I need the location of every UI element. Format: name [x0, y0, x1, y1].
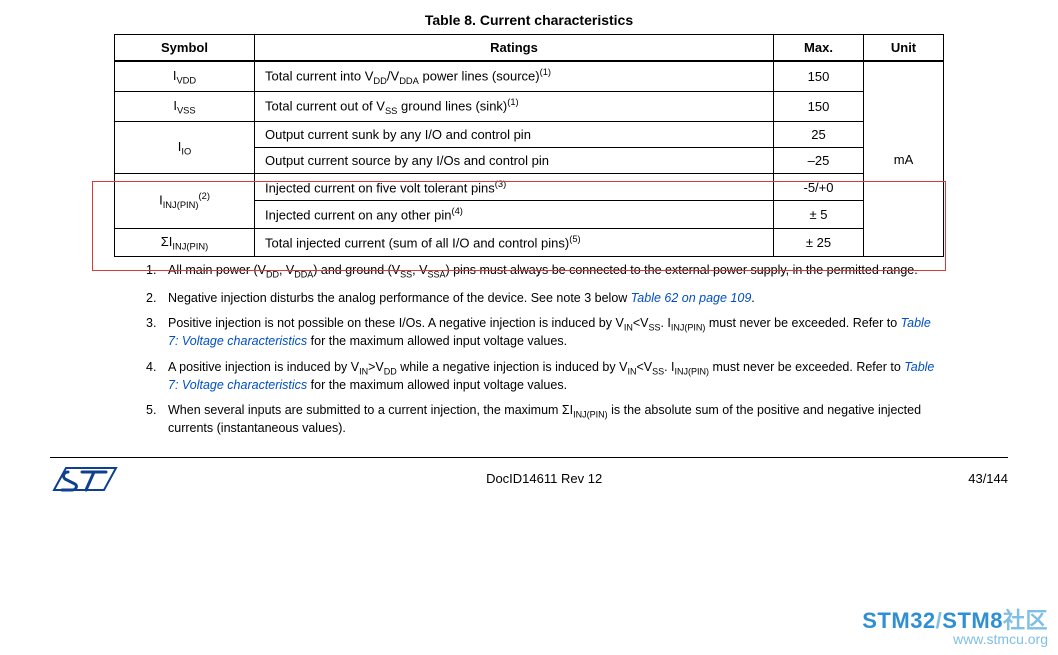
wm-cn: 社区	[1003, 608, 1048, 633]
table-wrapper: Symbol Ratings Max. Unit IVDD Total curr…	[114, 34, 944, 257]
table-row: IIO Output current sunk by any I/O and c…	[115, 121, 944, 147]
characteristics-table: Symbol Ratings Max. Unit IVDD Total curr…	[114, 34, 944, 257]
footnote-text: A positive injection is induced by VIN>V…	[168, 360, 944, 393]
rating-sigma-inj: Total injected current (sum of all I/O a…	[255, 228, 774, 257]
max-ivdd: 150	[774, 61, 864, 91]
link-table62[interactable]: Table 62 on page 109	[631, 291, 751, 305]
page-number: 43/144	[968, 471, 1008, 486]
th-max: Max.	[774, 35, 864, 62]
unit-cell: mA	[864, 61, 944, 257]
rating-ivss: Total current out of VSS ground lines (s…	[255, 91, 774, 121]
max-inj-other: ± 5	[774, 201, 864, 228]
th-ratings: Ratings	[255, 35, 774, 62]
max-inj-5v: -5/+0	[774, 173, 864, 200]
watermark: STM32/STM8社区 www.stmcu.org	[862, 609, 1048, 647]
footnotes: 1. All main power (VDD, VDDA) and ground…	[114, 263, 944, 437]
table-row: IVSS Total current out of VSS ground lin…	[115, 91, 944, 121]
doc-id: DocID14611 Rev 12	[486, 471, 602, 486]
watermark-url: www.stmcu.org	[862, 632, 1048, 647]
max-iio-sunk: 25	[774, 121, 864, 147]
max-iio-source: –25	[774, 147, 864, 173]
sym-ivdd: IVDD	[115, 61, 255, 91]
table-row: IINJ(PIN)(2) Injected current on five vo…	[115, 173, 944, 200]
sym-iio: IIO	[115, 121, 255, 173]
sym-ivss: IVSS	[115, 91, 255, 121]
th-symbol: Symbol	[115, 35, 255, 62]
wm-stm8: STM8	[942, 608, 1003, 633]
footnote-text: Positive injection is not possible on th…	[168, 316, 944, 349]
footnote-num: 3.	[146, 316, 168, 349]
th-unit: Unit	[864, 35, 944, 62]
table-row: ΣIINJ(PIN) Total injected current (sum o…	[115, 228, 944, 257]
footnote-4: 4. A positive injection is induced by VI…	[146, 360, 944, 393]
footnote-num: 2.	[146, 291, 168, 307]
footnote-text: All main power (VDD, VDDA) and ground (V…	[168, 263, 944, 281]
watermark-line1: STM32/STM8社区	[862, 609, 1048, 632]
rating-iio-sunk: Output current sunk by any I/O and contr…	[255, 121, 774, 147]
table-caption: Table 8. Current characteristics	[40, 12, 1018, 28]
rating-inj-5v: Injected current on five volt tolerant p…	[255, 173, 774, 200]
footnote-text: When several inputs are submitted to a c…	[168, 403, 944, 436]
page-footer: DocID14611 Rev 12 43/144	[50, 458, 1008, 496]
sym-iinjpin: IINJ(PIN)(2)	[115, 173, 255, 228]
max-sigma-inj: ± 25	[774, 228, 864, 257]
max-ivss: 150	[774, 91, 864, 121]
footnote-num: 4.	[146, 360, 168, 393]
st-logo-icon	[50, 462, 120, 496]
table-row: IVDD Total current into VDD/VDDA power l…	[115, 61, 944, 91]
rating-iio-source: Output current source by any I/Os and co…	[255, 147, 774, 173]
wm-slash: /	[936, 608, 943, 633]
sym-sigma-iinj: ΣIINJ(PIN)	[115, 228, 255, 257]
footnote-5: 5. When several inputs are submitted to …	[146, 403, 944, 436]
footnote-num: 5.	[146, 403, 168, 436]
footnote-num: 1.	[146, 263, 168, 281]
footnote-1: 1. All main power (VDD, VDDA) and ground…	[146, 263, 944, 281]
footnote-2: 2. Negative injection disturbs the analo…	[146, 291, 944, 307]
rating-inj-other: Injected current on any other pin(4)	[255, 201, 774, 228]
rating-ivdd: Total current into VDD/VDDA power lines …	[255, 61, 774, 91]
footnote-3: 3. Positive injection is not possible on…	[146, 316, 944, 349]
footnote-text: Negative injection disturbs the analog p…	[168, 291, 944, 307]
wm-stm32: STM32	[862, 608, 935, 633]
